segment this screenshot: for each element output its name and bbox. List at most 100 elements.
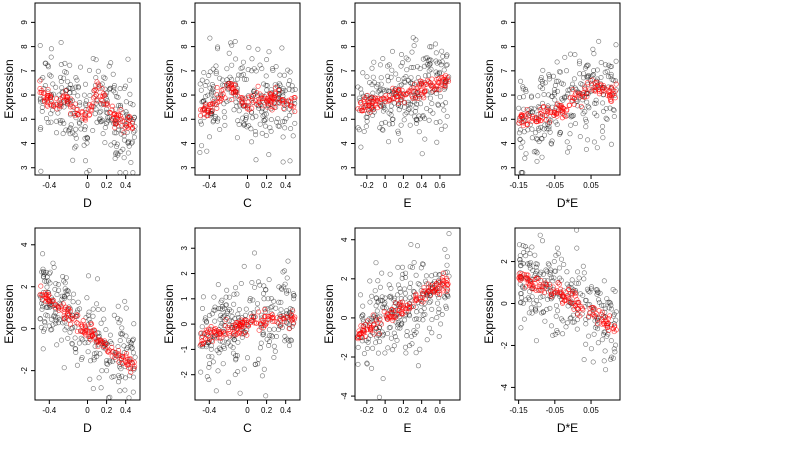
observed-point: [40, 346, 46, 352]
observed-point: [212, 318, 218, 324]
fitted-point: [286, 326, 292, 332]
fitted-point: [600, 82, 606, 89]
observed-point: [48, 316, 54, 322]
fitted-point: [238, 317, 245, 323]
observed-point: [437, 94, 443, 100]
observed-point: [225, 308, 231, 314]
observed-point: [48, 73, 54, 79]
fitted-point: [284, 314, 290, 321]
observed-point: [523, 87, 529, 93]
observed-point: [243, 306, 249, 312]
fitted-point: [267, 91, 273, 98]
y-tick-label: -2: [500, 341, 509, 349]
fitted-point: [599, 311, 605, 318]
observed-point: [387, 324, 393, 330]
observed-point: [111, 140, 117, 146]
observed-point: [95, 276, 101, 282]
observed-point: [399, 275, 405, 281]
observed-point: [121, 155, 127, 161]
observed-point: [235, 339, 241, 345]
observed-point: [249, 68, 255, 74]
observed-point: [409, 49, 415, 55]
y-tick-label: 3: [180, 165, 189, 170]
fitted-point: [239, 95, 245, 101]
observed-point: [266, 152, 272, 158]
observed-point: [61, 104, 67, 110]
fitted-point: [269, 318, 276, 324]
fitted-point: [558, 289, 564, 295]
observed-point: [527, 122, 533, 128]
observed-point: [376, 394, 382, 400]
observed-point: [253, 113, 259, 119]
observed-point: [94, 119, 100, 125]
observed-point: [577, 291, 583, 297]
fitted-point: [109, 107, 115, 113]
x-tick-label: 0: [245, 181, 250, 190]
fitted-point: [238, 95, 244, 101]
observed-point: [226, 379, 232, 385]
fitted-point: [259, 95, 265, 101]
observed-point: [233, 99, 239, 105]
fitted-point: [270, 104, 276, 110]
y-tick-label: 3: [340, 165, 349, 170]
observed-point: [132, 354, 138, 360]
y-axis-label: Expression: [162, 284, 176, 343]
y-tick-label: 3: [180, 245, 189, 250]
fitted-point: [378, 321, 385, 327]
observed-point: [287, 158, 293, 164]
observed-point: [609, 77, 615, 83]
observed-point: [46, 323, 52, 329]
observed-point: [398, 137, 404, 143]
observed-point: [436, 333, 442, 339]
fitted-point: [217, 98, 223, 105]
observed-point: [77, 100, 83, 106]
observed-point: [444, 292, 450, 298]
observed-point: [260, 291, 266, 297]
observed-point: [84, 140, 90, 146]
fitted-point: [129, 126, 135, 132]
observed-point: [130, 389, 136, 395]
fitted-point: [377, 103, 384, 109]
observed-point: [229, 42, 235, 48]
observed-point: [434, 314, 440, 320]
x-tick-label: -0.4: [202, 406, 216, 415]
fitted-point: [214, 92, 220, 98]
observed-point: [582, 297, 588, 303]
fitted-point: [517, 276, 523, 282]
observed-point: [63, 88, 69, 94]
observed-point: [401, 286, 407, 292]
observed-point: [564, 281, 570, 287]
observed-point: [590, 359, 596, 365]
observed-point: [85, 135, 91, 141]
observed-point: [424, 293, 430, 299]
observed-point: [571, 76, 577, 82]
observed-point: [282, 88, 288, 94]
fitted-point: [227, 333, 233, 339]
observed-point: [409, 341, 415, 347]
observed-point: [599, 128, 605, 134]
observed-point: [520, 84, 526, 90]
observed-point: [562, 54, 568, 60]
observed-point: [61, 75, 67, 81]
fitted-point: [419, 295, 425, 301]
fitted-point: [589, 304, 595, 311]
observed-point: [428, 44, 434, 50]
fitted-point: [421, 95, 427, 101]
observed-point: [383, 305, 389, 311]
observed-point: [116, 320, 122, 326]
observed-point: [266, 49, 272, 55]
fitted-point: [363, 103, 369, 109]
observed-point: [414, 243, 420, 249]
observed-point: [610, 313, 616, 319]
observed-point: [532, 252, 538, 258]
fitted-point: [405, 90, 411, 96]
observed-point: [608, 356, 614, 362]
fitted-point: [240, 324, 246, 330]
observed-point: [285, 258, 291, 264]
fitted-point: [358, 323, 364, 329]
observed-point: [534, 150, 540, 156]
fitted-point: [603, 317, 609, 323]
fitted-point: [198, 107, 204, 113]
